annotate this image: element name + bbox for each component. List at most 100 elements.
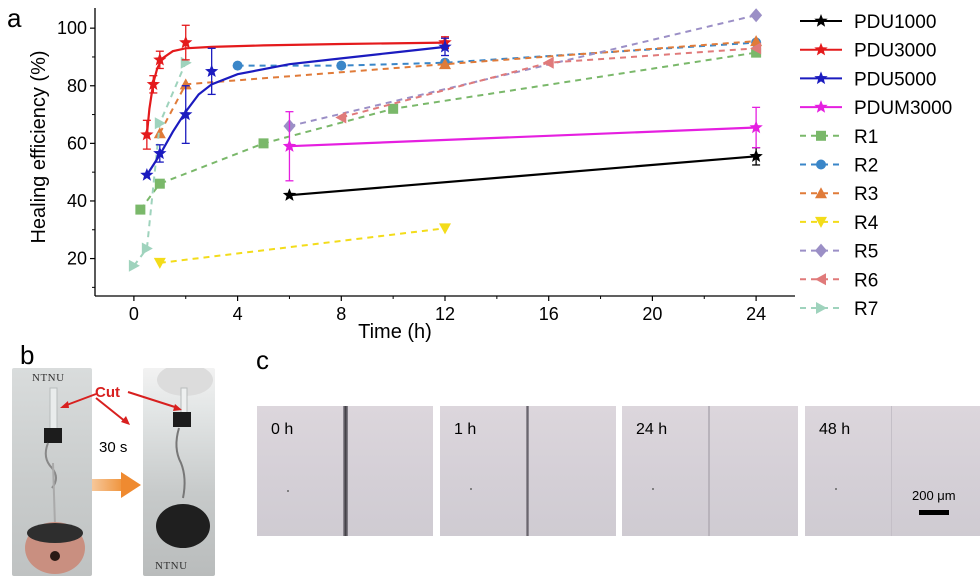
- legend-label-r2: R2: [854, 156, 878, 177]
- point-pdu1000: [749, 149, 763, 162]
- point-r3: [439, 58, 451, 70]
- point-pdu5000: [179, 107, 193, 121]
- point-r2: [336, 60, 347, 71]
- point-r3: [750, 35, 763, 47]
- legend-label-pdum3000: PDUM3000: [854, 98, 952, 119]
- speck: [287, 490, 289, 492]
- x-tick-label: 8: [336, 304, 346, 324]
- micrograph-1h: 1 h: [440, 406, 616, 536]
- point-r1: [154, 178, 165, 189]
- y-tick-label: 60: [67, 133, 87, 153]
- point-r6: [542, 56, 554, 69]
- crack-line: [891, 406, 892, 536]
- point-r1: [388, 103, 399, 114]
- healed-sample-illustration: [156, 368, 213, 548]
- legend-label-r7: R7: [854, 299, 878, 320]
- scale-bar: [919, 510, 949, 515]
- legend-marker-r3: [815, 187, 827, 199]
- series-line-r7: [133, 62, 187, 267]
- point-r6: [750, 42, 762, 55]
- micrograph-label: 24 h: [636, 421, 668, 438]
- legend-label-r1: R1: [854, 127, 878, 148]
- series-line-r3: [158, 40, 757, 134]
- legend-marker-pdum3000: [814, 100, 828, 113]
- photo-after-healing: NTNU: [143, 368, 215, 576]
- healing-efficiency-chart: 20 40 60 80 100 0 4 8 12 16 20 24 Time (h) Healing ef…: [28, 8, 952, 343]
- micrograph-48h: 48 h: [805, 406, 980, 536]
- y-tick-label: 20: [67, 249, 87, 269]
- legend-marker-r6: [815, 273, 826, 286]
- cut-arrows: [60, 391, 182, 425]
- x-tick-label: 0: [129, 304, 139, 324]
- sample-hanging-illustration: [25, 387, 85, 574]
- series-line-r5: [289, 14, 757, 128]
- series-line-pdum3000: [289, 126, 757, 148]
- x-tick-label: 24: [746, 304, 766, 324]
- y-axis-label: Healing efficiency (%): [28, 50, 50, 243]
- series-line-r4: [159, 227, 446, 264]
- micrograph-24h: 24 h: [622, 406, 798, 536]
- micrograph-label: 0 h: [271, 421, 294, 438]
- time-arrow-head: [121, 472, 141, 498]
- legend-label-pdu3000: PDU3000: [854, 41, 936, 62]
- x-tick-label: 20: [642, 304, 662, 324]
- series-line-pdu3000: [145, 41, 446, 135]
- legend-marker-r7: [816, 302, 827, 314]
- panel-label-a: a: [7, 3, 22, 33]
- x-tick-label: 4: [233, 304, 243, 324]
- point-pdu3000: [153, 52, 167, 66]
- point-pdu1000: [282, 188, 297, 201]
- point-r7: [141, 242, 153, 255]
- legend-marker-r2: [816, 159, 826, 170]
- x-tick-label: 12: [435, 304, 455, 324]
- legend-label-r5: R5: [854, 242, 878, 263]
- photo-before-cut: NTNU: [12, 368, 92, 576]
- micrograph-label: 48 h: [819, 421, 851, 438]
- point-r2: [232, 60, 243, 71]
- scale-bar-label: 200 μm: [912, 488, 956, 503]
- healing-time-label: 30 s: [99, 439, 128, 456]
- legend-label-pdu1000: PDU1000: [854, 12, 936, 33]
- x-axis-label: Time (h): [358, 321, 432, 343]
- speck: [652, 488, 654, 490]
- point-r1: [258, 138, 269, 149]
- point-pdu5000: [438, 39, 452, 53]
- x-tick-label: 16: [539, 304, 559, 324]
- crack-line: [708, 406, 710, 536]
- legend-marker-pdu5000: [814, 71, 828, 85]
- point-r7: [128, 259, 140, 272]
- legend-marker-r5: [815, 243, 827, 258]
- point-pdu3000: [140, 127, 154, 141]
- ntnu-logo-bottom: NTNU: [155, 560, 188, 572]
- y-tick-label: 40: [67, 191, 87, 211]
- point-r5: [750, 8, 763, 23]
- micrograph-label: 1 h: [454, 421, 477, 438]
- point-r7: [154, 117, 166, 130]
- y-tick-label: 80: [67, 76, 87, 96]
- speck: [835, 488, 837, 490]
- point-r6: [335, 111, 347, 124]
- crack-line: [343, 406, 348, 536]
- point-pdu5000: [205, 64, 219, 77]
- crack-line: [526, 406, 529, 536]
- panel-label-c: c: [256, 345, 269, 375]
- legend-marker-pdu3000: [814, 42, 828, 56]
- legend-label-r4: R4: [854, 213, 879, 234]
- series-line-pdu1000: [289, 155, 757, 197]
- point-r1: [135, 204, 146, 215]
- point-r4: [439, 223, 451, 235]
- legend-label-pdu5000: PDU5000: [854, 69, 936, 90]
- legend-marker-r4: [815, 216, 827, 228]
- point-r3: [153, 127, 166, 139]
- legend-marker-pdu1000: [814, 14, 828, 27]
- y-tick-label: 100: [57, 18, 87, 38]
- point-r1: [751, 47, 762, 58]
- micrograph-0h: 0 h: [257, 406, 433, 536]
- legend-label-r6: R6: [854, 270, 878, 291]
- point-pdu3000: [146, 77, 160, 90]
- time-arrow-body: [92, 479, 122, 491]
- legend-label-r3: R3: [854, 184, 878, 205]
- legend-marker-r1: [816, 130, 826, 141]
- ntnu-logo-top: NTNU: [32, 372, 65, 384]
- speck: [470, 488, 472, 490]
